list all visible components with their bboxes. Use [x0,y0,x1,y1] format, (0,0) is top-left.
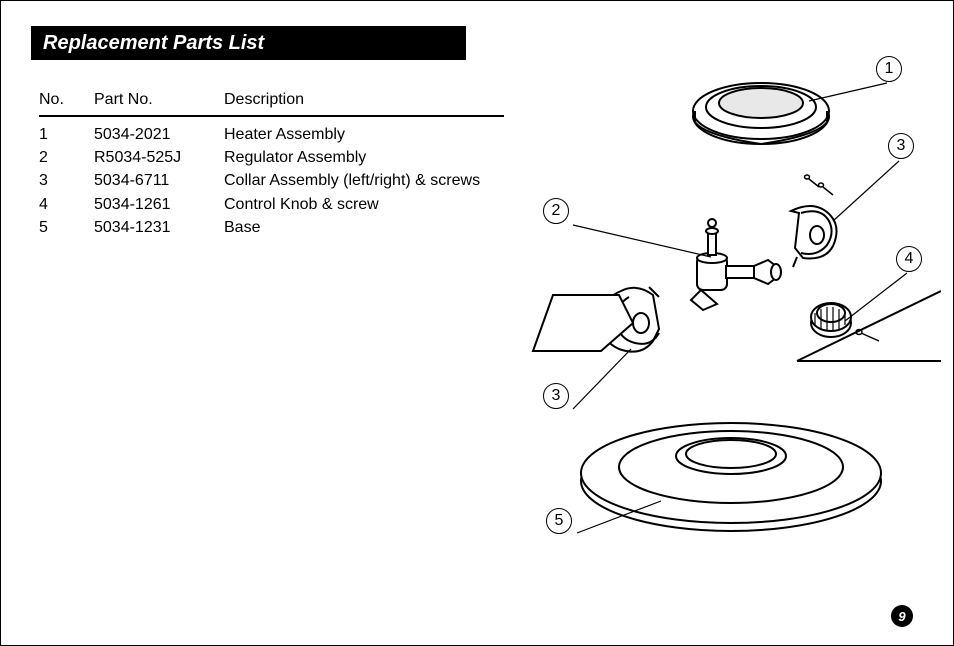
table-row: 55034-1231Base [39,216,504,239]
control-knob [811,303,851,337]
table-row: 15034-2021Heater Assembly [39,123,504,146]
table-row: 35034-6711Collar Assembly (left/right) &… [39,169,504,192]
callout-2: 2 [543,198,569,224]
callout-3: 3 [543,383,569,409]
cell-no: 3 [39,169,94,192]
cell-part: R5034-525J [94,146,224,169]
cell-no: 2 [39,146,94,169]
callout-label: 2 [552,202,561,220]
header-part: Part No. [94,91,224,109]
page-number-value: 9 [898,609,905,624]
page: Replacement Parts List No. Part No. Desc… [0,0,954,646]
parts-table: No. Part No. Description 15034-2021Heate… [39,91,504,239]
cell-part: 5034-2021 [94,123,224,146]
callout-5: 5 [546,508,572,534]
cell-part: 5034-1261 [94,193,224,216]
heater-assembly [693,83,829,144]
header-no: No. [39,91,94,109]
title-bar: Replacement Parts List [31,26,466,60]
callout-1: 1 [876,56,902,82]
cell-no: 5 [39,216,94,239]
cell-part: 5034-6711 [94,169,224,192]
cell-part: 5034-1231 [94,216,224,239]
table-row: 2R5034-525JRegulator Assembly [39,146,504,169]
regulator-assembly [691,219,781,310]
page-number: 9 [891,605,913,627]
callout-label: 3 [897,137,906,155]
callout-label: 1 [885,60,894,78]
callout-label: 3 [552,387,561,405]
callout-label: 4 [905,250,914,268]
cell-no: 1 [39,123,94,146]
table-header-row: No. Part No. Description [39,91,504,117]
page-title: Replacement Parts List [43,32,264,55]
collar-right [791,206,837,267]
table-row: 45034-1261Control Knob & screw [39,193,504,216]
callout-4: 4 [896,246,922,272]
callout-label: 5 [555,512,564,530]
cell-no: 4 [39,193,94,216]
collar-right-screws [805,175,834,195]
callout-3: 3 [888,133,914,159]
exploded-diagram [461,61,941,601]
